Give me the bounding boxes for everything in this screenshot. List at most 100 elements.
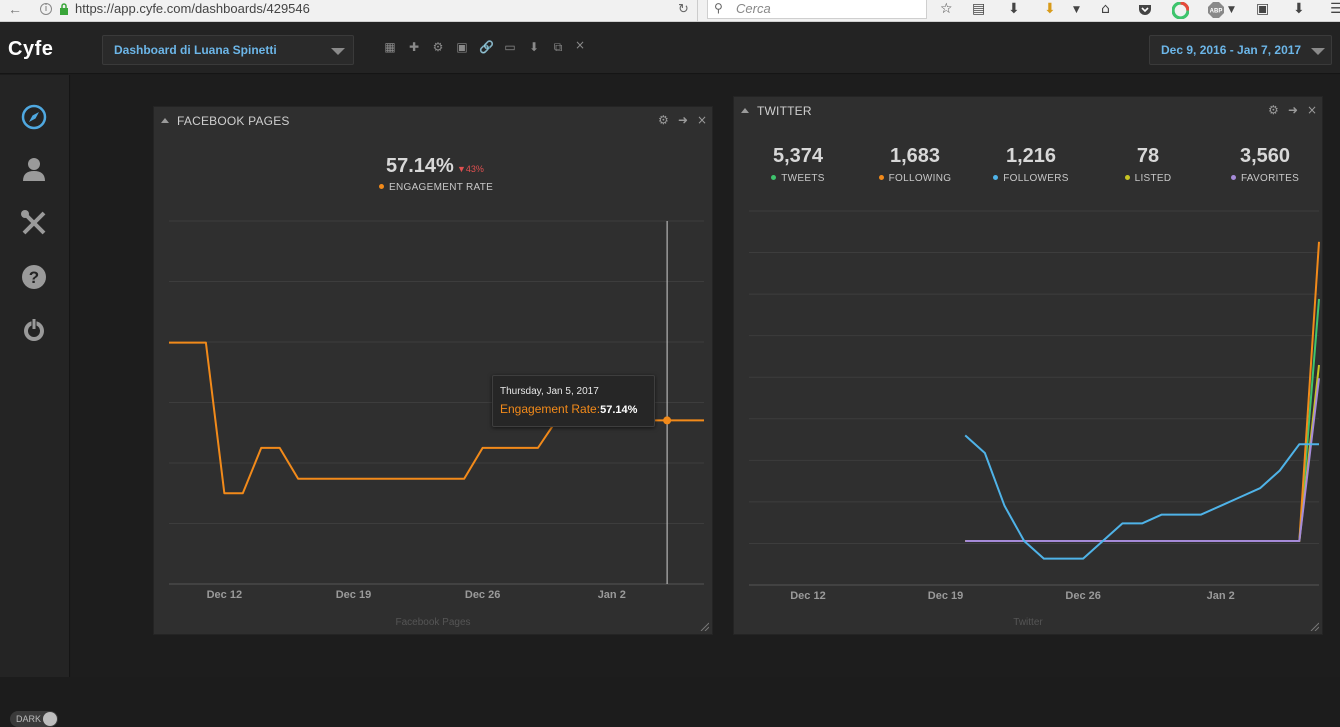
legend-dot: [379, 184, 384, 189]
x-tick-label: Dec 19: [336, 589, 371, 601]
series-line-following: [965, 241, 1320, 542]
adblock-menu-icon[interactable]: ▼: [1228, 5, 1235, 15]
close-icon[interactable]: ×: [1307, 103, 1318, 117]
date-range-label: Dec 9, 2016 - Jan 7, 2017: [1161, 43, 1302, 57]
widget-title: TWITTER: [757, 104, 812, 118]
legend-text: TWEETS: [781, 173, 825, 184]
arrow-right-icon[interactable]: ➜: [1288, 103, 1299, 117]
plus-icon[interactable]: ✚: [408, 40, 420, 54]
gear-icon[interactable]: ⚙: [658, 113, 669, 127]
pocket-icon[interactable]: [1138, 3, 1152, 17]
twitter-chart[interactable]: Dec 12 Dec 19 Dec 26 Jan 2: [734, 97, 1324, 636]
facebook-pages-widget: FACEBOOK PAGES ⚙ ➜ × 57.14% ▼43% ENGAGEM…: [153, 106, 713, 635]
reload-icon[interactable]: ↻: [678, 2, 689, 17]
tooltip-label: Engagement Rate:: [500, 402, 601, 416]
star-icon[interactable]: ☆: [940, 1, 953, 17]
extension-icon[interactable]: ⬇: [1044, 1, 1056, 17]
close-icon[interactable]: ×: [574, 38, 586, 52]
grid-icon[interactable]: ▦: [384, 40, 396, 54]
legend-dot: [1124, 175, 1130, 180]
engagement-rate-label-text: ENGAGEMENT RATE: [389, 182, 494, 193]
toggle-knob: [43, 712, 57, 726]
search-icon: ⚲: [714, 1, 723, 15]
legend-text: LISTED: [1134, 173, 1172, 184]
url-divider: [697, 0, 698, 22]
search-input[interactable]: ⚲ Cerca: [707, 0, 927, 19]
legend-text: FOLLOWERS: [1003, 173, 1069, 184]
back-icon[interactable]: ←: [8, 1, 22, 17]
image-icon[interactable]: ▣: [456, 40, 468, 54]
widget-footer: Facebook Pages: [395, 617, 471, 628]
metric-following-value: 1,683: [889, 145, 941, 167]
legend-dot: [878, 175, 884, 180]
info-icon[interactable]: i: [40, 3, 52, 15]
metric-listed-value: 78: [1136, 145, 1160, 167]
tooltip-value: 57.14%: [600, 404, 638, 416]
engagement-delta: ▼43%: [457, 164, 484, 174]
reading-list-icon[interactable]: ▤: [972, 1, 986, 17]
google-icon[interactable]: [1172, 2, 1189, 19]
download-icon[interactable]: ⬇: [528, 40, 540, 54]
adblock-icon[interactable]: ABP: [1208, 2, 1224, 18]
gear-icon[interactable]: ⚙: [432, 40, 444, 54]
adblock-label: ABP: [1210, 9, 1223, 15]
gear-icon[interactable]: ⚙: [1268, 103, 1279, 117]
legend-text: FAVORITES: [1240, 173, 1300, 184]
x-tick-label: Dec 19: [928, 590, 963, 602]
metric-followers-value: 1,216: [1005, 145, 1057, 167]
x-tick-label: Dec 26: [1065, 590, 1100, 602]
dashboard-select[interactable]: Dashboard di Luana Spinetti: [102, 35, 354, 65]
url-bar[interactable]: https://app.cyfe.com/dashboards/429546: [75, 1, 310, 16]
save-icon[interactable]: ⬇: [1293, 1, 1305, 17]
x-tick-label: Dec 26: [465, 589, 500, 601]
copy-icon[interactable]: ⧉: [553, 40, 563, 54]
screen-icon[interactable]: ▣: [1256, 1, 1270, 17]
metric-followers-label: FOLLOWERS: [981, 173, 1081, 184]
user-icon[interactable]: [18, 153, 50, 185]
metric-listed-label: LISTED: [1098, 173, 1198, 184]
extension-menu-icon[interactable]: ▼: [1073, 5, 1080, 15]
widget-title: FACEBOOK PAGES: [177, 114, 290, 128]
facebook-chart[interactable]: Dec 12 Dec 19 Dec 26 Jan 2: [154, 107, 714, 636]
metric-following-label: FOLLOWING: [865, 173, 965, 184]
date-range-select[interactable]: Dec 9, 2016 - Jan 7, 2017: [1149, 35, 1332, 65]
link-icon[interactable]: 🔗: [479, 40, 494, 54]
collapse-icon[interactable]: [741, 108, 749, 113]
engagement-delta-value: 43%: [465, 164, 484, 174]
twitter-widget: TWITTER ⚙ ➜ × 5,374 TWEETS 1,683 FOLLOWING 1…: [733, 96, 1323, 635]
resize-handle-icon[interactable]: [1309, 621, 1319, 631]
resize-handle-icon[interactable]: [699, 621, 709, 631]
cyfe-logo[interactable]: Cyfe: [8, 38, 54, 60]
chart-tooltip: Thursday, Jan 5, 2017 Engagement Rate:57…: [492, 375, 655, 427]
menu-icon[interactable]: ☰: [1330, 1, 1340, 17]
x-tick-label: Dec 12: [207, 589, 242, 601]
legend-dot: [1230, 175, 1236, 180]
download-icon[interactable]: ⬇: [1008, 1, 1020, 17]
x-tick-label: Jan 2: [598, 589, 626, 601]
power-icon[interactable]: [18, 314, 50, 346]
home-icon[interactable]: ⌂: [1101, 1, 1110, 17]
metric-tweets-label: TWEETS: [748, 173, 848, 184]
dashboard-select-label: Dashboard di Luana Spinetti: [114, 43, 277, 57]
collapse-icon[interactable]: [161, 118, 169, 123]
tools-icon[interactable]: [18, 207, 50, 239]
lock-icon: [60, 3, 68, 15]
compass-icon[interactable]: [18, 101, 50, 133]
widget-header: TWITTER ⚙ ➜ ×: [734, 97, 1322, 123]
down-arrow-icon: ▼: [457, 164, 466, 174]
tooltip-date: Thursday, Jan 5, 2017: [500, 386, 599, 397]
engagement-rate-label: ENGAGEMENT RATE: [379, 182, 493, 193]
help-icon[interactable]: ?: [18, 261, 50, 293]
tooltip-row: Engagement Rate:57.14%: [500, 402, 637, 416]
close-icon[interactable]: ×: [697, 113, 708, 127]
series-line-favorites: [965, 378, 1320, 542]
monitor-icon[interactable]: ▭: [504, 40, 516, 54]
metric-favorites-value: 3,560: [1239, 145, 1291, 167]
engagement-rate-value: 57.14%: [386, 155, 454, 177]
dark-mode-toggle[interactable]: DARK: [10, 711, 58, 727]
arrow-right-icon[interactable]: ➜: [678, 113, 689, 127]
app-header: Cyfe Dashboard di Luana Spinetti ▦ ✚ ⚙ ▣…: [0, 22, 1340, 74]
series-line-followers: [964, 434, 1319, 560]
svg-text:?: ?: [29, 268, 39, 287]
search-placeholder: Cerca: [736, 1, 771, 16]
